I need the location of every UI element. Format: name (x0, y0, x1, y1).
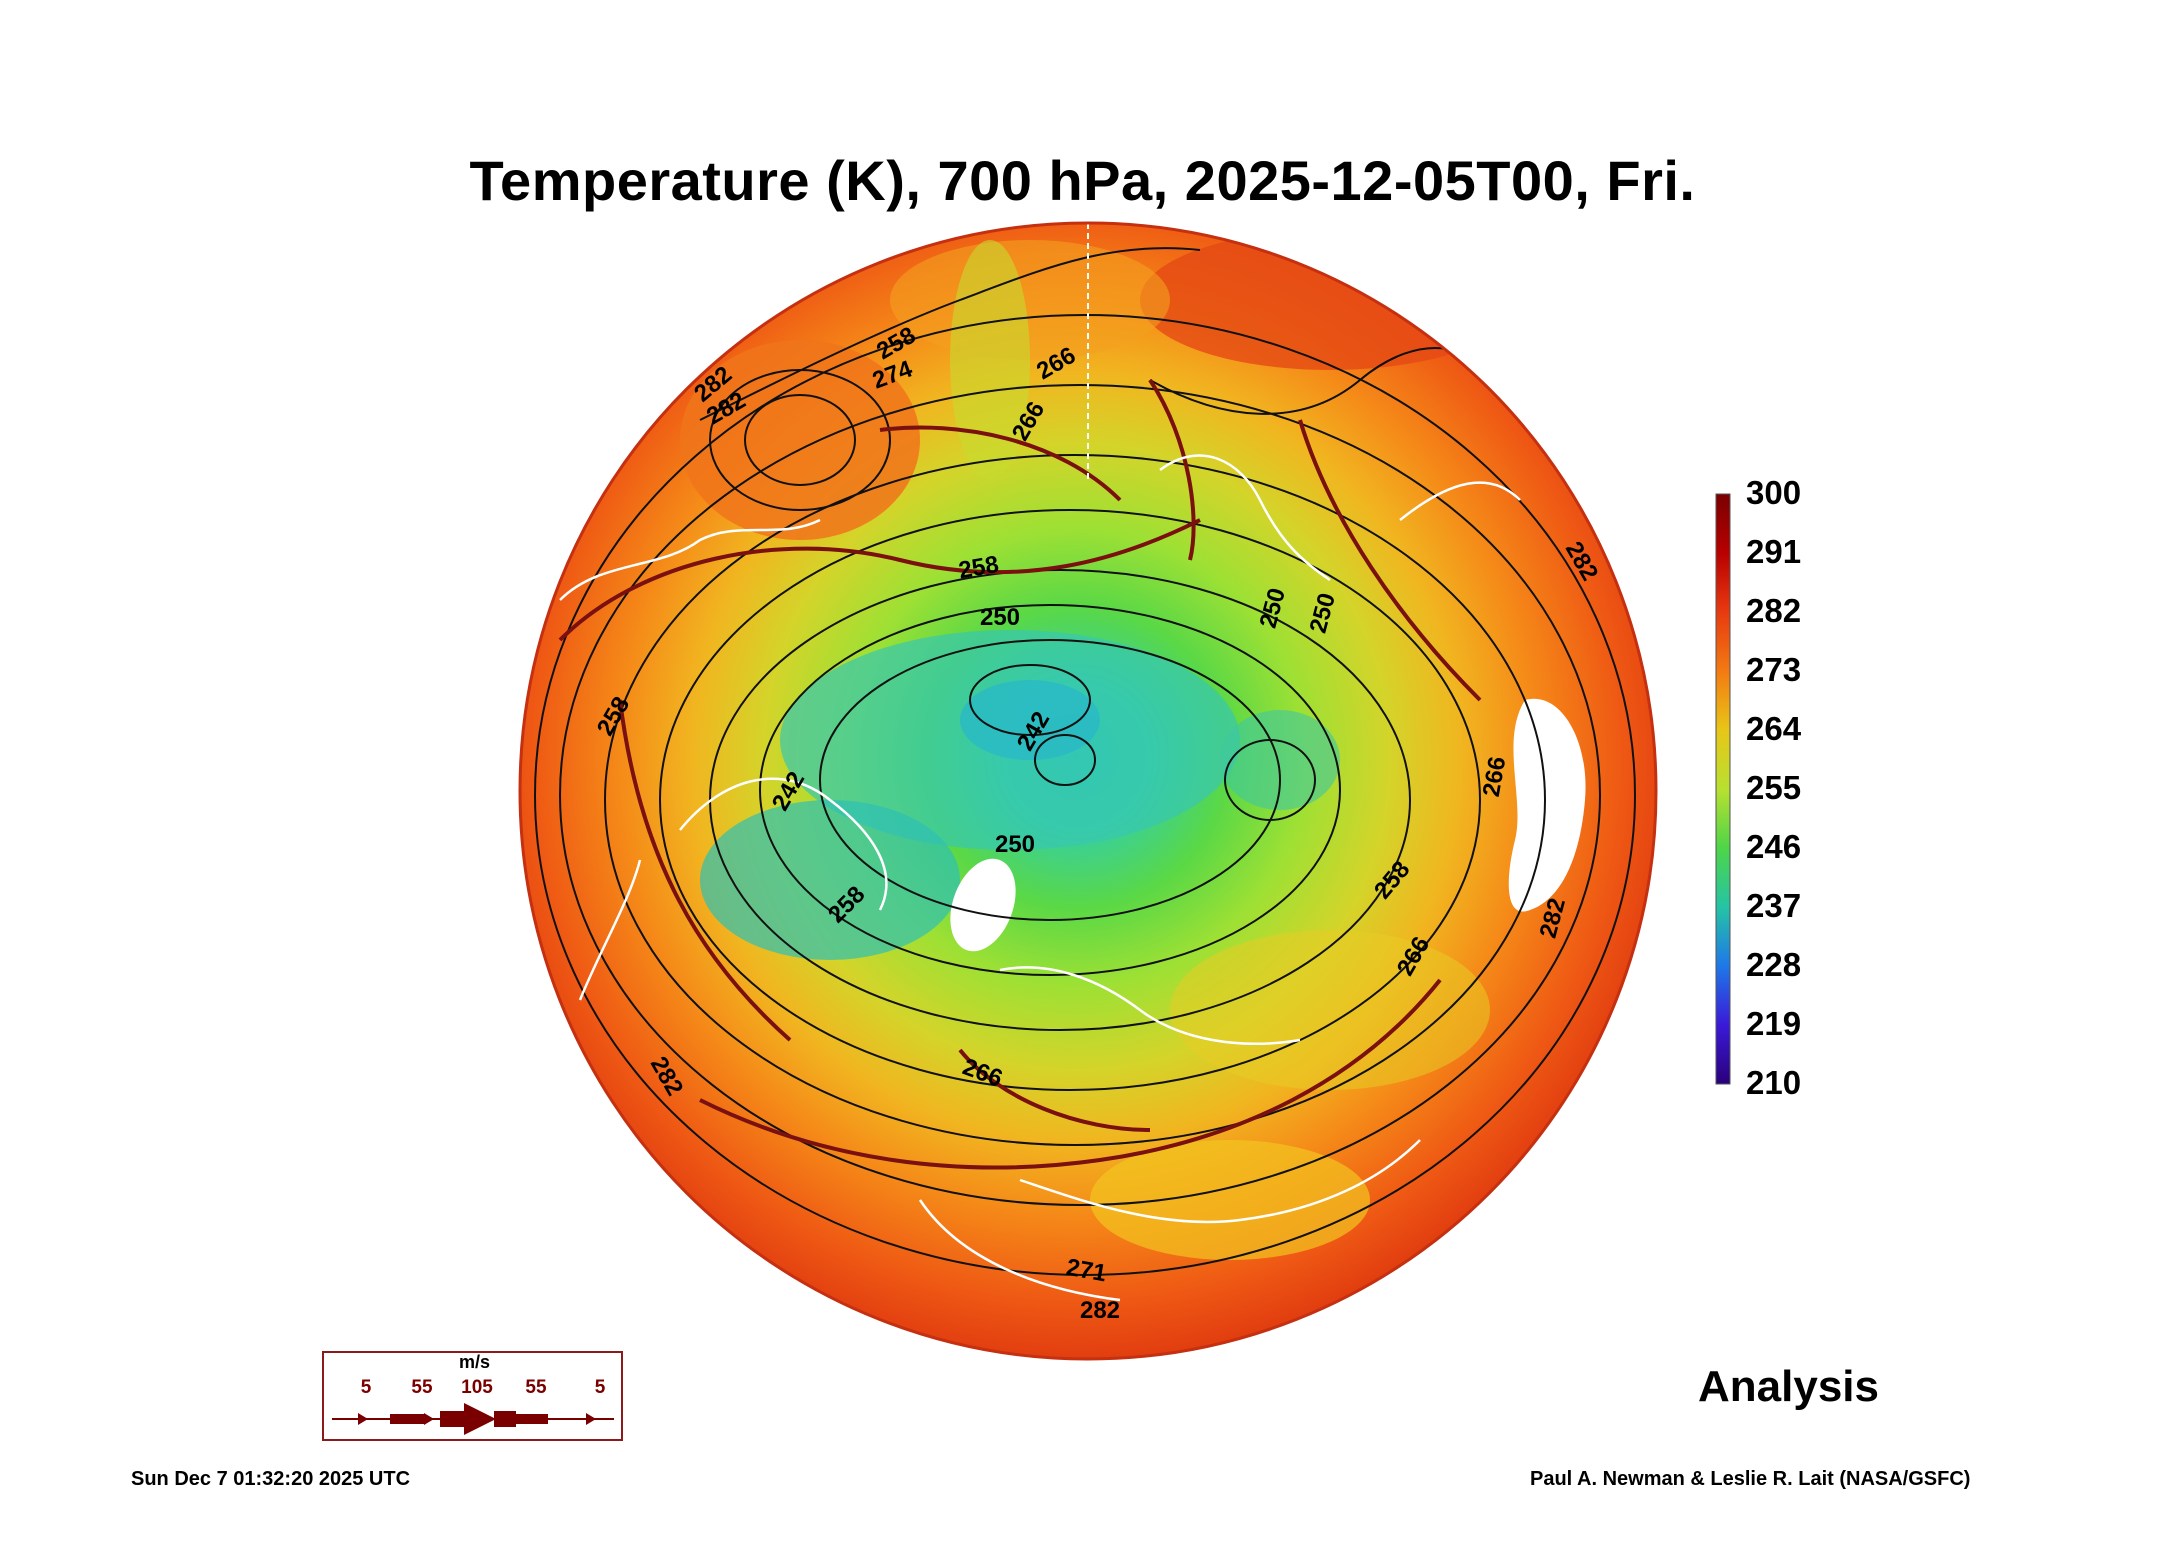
colorbar-label: 273 (1746, 651, 1802, 688)
wind-value: 55 (411, 1377, 433, 1398)
colorbar-label: 300 (1746, 474, 1802, 511)
wind-arrow-scale (332, 1403, 614, 1435)
credit-line: Paul A. Newman & Leslie R. Lait (NASA/GS… (1530, 1468, 1971, 1490)
wind-value: 55 (525, 1377, 547, 1398)
colorbar-label: 264 (1746, 710, 1802, 747)
wind-unit-label: m/s (458, 1352, 491, 1372)
wind-value: 5 (360, 1377, 372, 1398)
contour-label: 282 (1080, 1297, 1120, 1324)
colorbar-label: 255 (1746, 769, 1802, 806)
colorbar-label: 237 (1746, 887, 1802, 924)
temperature-field (520, 223, 1656, 1359)
isotherm-contours (534, 247, 1636, 1276)
wind-speed-legend: m/s 5 55 105 55 5 (322, 1351, 623, 1441)
map-title: Temperature (K), 700 hPa, 2025-12-05T00,… (469, 149, 1696, 212)
analysis-label: Analysis (1698, 1362, 1879, 1411)
timestamp: Sun Dec 7 01:32:20 2025 UTC (131, 1468, 411, 1490)
wind-value: 105 (461, 1377, 493, 1398)
colorbar-label: 291 (1746, 533, 1802, 570)
colorbar-label: 282 (1746, 592, 1802, 629)
wind-streamlines (558, 378, 1482, 1170)
colorbar (1715, 493, 1731, 1085)
globe-outline (518, 221, 1658, 1361)
colorbar-label: 210 (1746, 1064, 1802, 1101)
coastlines (559, 454, 1521, 1302)
contour-label: 250 (980, 604, 1020, 631)
colorbar-label: 246 (1746, 828, 1802, 865)
contour-label: 250 (995, 831, 1035, 858)
colorbar-label: 228 (1746, 946, 1802, 983)
colorbar-label: 219 (1746, 1005, 1802, 1042)
wind-value: 5 (594, 1377, 606, 1398)
